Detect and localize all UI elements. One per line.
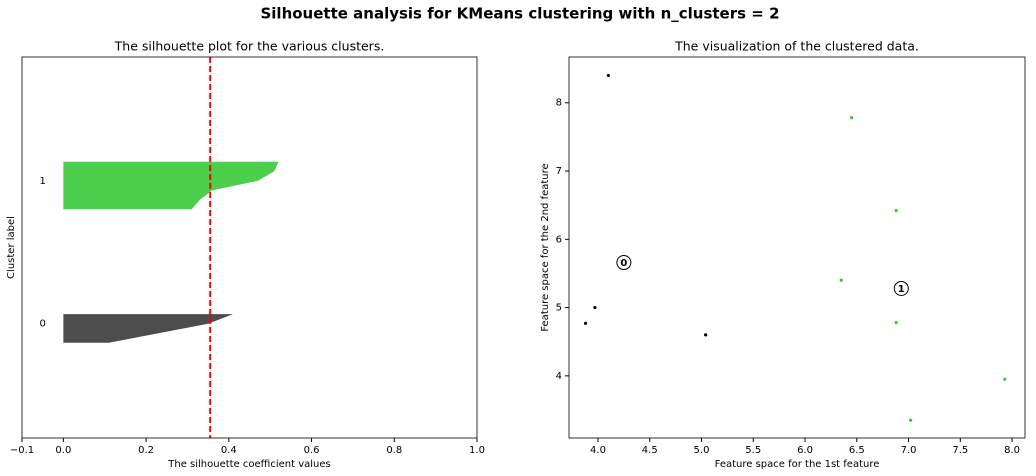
axes-frame [568, 56, 1026, 439]
y-axis-label: Cluster label [6, 216, 17, 279]
axes-title: The silhouette plot for the various clus… [114, 39, 385, 54]
data-point [606, 73, 610, 78]
data-point [839, 278, 843, 282]
x-tick-label: 4.0 [590, 445, 606, 456]
cluster-center [893, 280, 909, 296]
y-tick-label: 7 [556, 166, 562, 177]
data-point [894, 321, 898, 325]
x-tick-label: 0.0 [55, 445, 71, 456]
data-point [1003, 377, 1007, 381]
x-tick-label: 5.0 [694, 445, 710, 456]
center-label: 0 [620, 258, 627, 269]
x-tick-label: 1.0 [469, 445, 485, 456]
x-tick-label: 6.0 [797, 445, 813, 456]
cluster-label: 0 [39, 319, 45, 330]
data-point [704, 333, 708, 337]
y-tick-label: 4 [556, 371, 562, 382]
cluster-label: 1 [39, 176, 45, 187]
x-tick-label: 0.8 [386, 445, 402, 456]
x-tick-label: 0.2 [138, 445, 154, 456]
data-point [593, 305, 597, 310]
x-tick-label: 7.0 [901, 445, 917, 456]
figure-title: Silhouette analysis for KMeans clusterin… [260, 5, 779, 23]
x-tick-label: 0.6 [304, 445, 320, 456]
x-tick-label: 0.4 [221, 445, 237, 456]
data-point [894, 209, 898, 213]
silhouette-area [63, 161, 279, 210]
x-tick-label: −0.1 [10, 445, 34, 456]
x-tick-label: 6.5 [849, 445, 865, 456]
y-tick-label: 6 [556, 234, 562, 245]
y-tick-label: 8 [556, 98, 562, 109]
x-tick-label: 5.5 [745, 445, 761, 456]
cluster-center [616, 255, 632, 271]
x-axis-label: Feature space for the 1st feature [715, 459, 880, 470]
x-tick-label: 8.0 [1004, 445, 1020, 456]
center-label: 1 [898, 284, 905, 295]
silhouette-area [63, 314, 233, 343]
data-point [909, 418, 913, 422]
y-axis-label: Feature space for the 2nd feature [540, 163, 551, 331]
data-point [850, 116, 854, 120]
y-tick-label: 5 [556, 303, 562, 314]
axes-frame [21, 56, 478, 439]
x-tick-label: 7.5 [952, 445, 968, 456]
data-point [583, 321, 588, 325]
axes-title: The visualization of the clustered data. [674, 39, 919, 54]
x-axis-label: The silhouette coefficient values [167, 459, 331, 470]
x-tick-label: 4.5 [642, 445, 658, 456]
